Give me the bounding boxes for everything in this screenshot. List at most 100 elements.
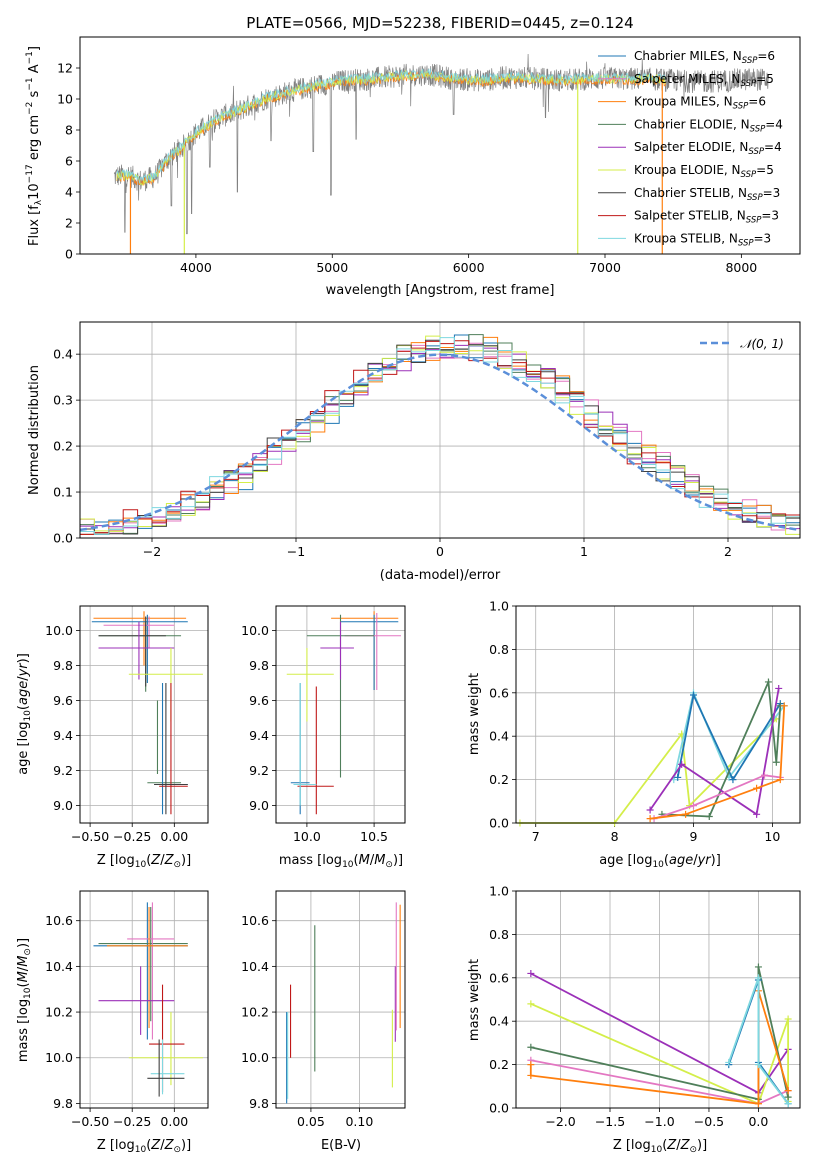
zw-point-marker: [527, 1071, 535, 1079]
agew-point-marker: [646, 815, 654, 823]
zw-point-marker: [784, 1093, 792, 1101]
histogram-xtick-label: −2: [143, 544, 161, 559]
massage-ytick-label: 9.6: [249, 693, 269, 708]
spectrum-ytick-label: 8: [65, 123, 73, 138]
histogram-ytick-label: 0.3: [53, 393, 73, 408]
ebv-xtick-label: 0.05: [297, 1114, 325, 1129]
spectrum-ytick-label: 2: [65, 216, 73, 231]
zage-ytick-label: 10.0: [45, 623, 73, 638]
spectrum-title: PLATE=0566, MJD=52238, FIBERID=0445, z=0…: [246, 14, 633, 32]
spectrum-frame: [79, 36, 801, 255]
zw-point-marker: [784, 1087, 792, 1095]
zmass-xlabel: Z [log10(Z/Z⊙)]: [97, 1138, 191, 1155]
agew-xtick-label: 8: [611, 829, 619, 844]
legend-entry-label: Chabrier MILES, NSSP=6: [634, 49, 775, 66]
zw-point-marker: [725, 1058, 733, 1066]
spectrum-panel: 4000 5000 6000 7000 8000 0 2 4 6 8 10 12: [57, 36, 801, 275]
spectrum-xtick-label: 4000: [180, 260, 212, 275]
zw-ytick-label: 1.0: [489, 884, 509, 899]
zw-point-marker: [527, 1000, 535, 1008]
agew-series-line: [653, 774, 781, 820]
zw-series-line: [727, 977, 789, 1105]
zw-xtick-label: −1.0: [644, 1114, 674, 1129]
zmass-ytick-label: 9.8: [53, 1096, 73, 1111]
z-mass-weight-panel: −2.0 −1.5 −1.0 −0.5 0.0 0.0 0.2 0.4 0.6 0.8 1.0: [489, 884, 801, 1129]
zw-ytick-label: 0.4: [489, 1014, 509, 1029]
agew-point-marker: [753, 784, 761, 792]
zmass-ytick-label: 10.0: [45, 1050, 73, 1065]
legend-entry-label: Salpeter MILES, NSSP=5: [634, 72, 774, 89]
legend-entry-label: Salpeter ELODIE, NSSP=4: [634, 140, 782, 157]
legend-entry-label: Chabrier ELODIE, NSSP=4: [634, 117, 783, 134]
zw-xlabel: Z [log10(Z/Z⊙)]: [613, 1138, 707, 1155]
spectrum-ytick-label: 10: [57, 92, 73, 107]
zmass-xtick-label: −0.25: [113, 1114, 151, 1129]
agew-point-marker: [780, 702, 788, 710]
histogram-xtick-label: 1: [580, 544, 588, 559]
agew-point-marker: [674, 773, 682, 781]
agew-point-marker: [729, 776, 737, 784]
legend-entry-label: Kroupa STELIB, NSSP=3: [634, 231, 771, 248]
agew-point-marker: [646, 806, 654, 814]
zage-ytick-label: 9.8: [53, 658, 73, 673]
spectrum-legend: Chabrier MILES, NSSP=6 Salpeter MILES, NS…: [598, 49, 783, 248]
agew-point-marker: [690, 691, 697, 699]
legend-entry-label: Salpeter STELIB, NSSP=3: [634, 209, 779, 226]
age-mass-weight-panel: 7 8 9 10 0.0 0.2 0.4 0.6 0.8 1.0: [489, 599, 801, 844]
zw-point-marker: [754, 1100, 762, 1108]
agew-series-line: [661, 678, 782, 818]
histogram-frame: [79, 321, 801, 539]
zw-ytick-label: 0.0: [489, 1101, 509, 1116]
zage-ytick-label: 9.0: [53, 798, 73, 813]
normal-legend-label: 𝒩(0, 1): [740, 337, 784, 351]
spectrum-xlabel: wavelength [Angstrom, rest frame]: [326, 283, 555, 298]
histogram-xtick-label: 2: [724, 544, 732, 559]
histogram-ytick-label: 0.2: [53, 439, 73, 454]
zage-xtick-label: 0.00: [160, 829, 188, 844]
zage-xtick-label: −0.25: [113, 829, 151, 844]
massage-xtick-label: 10.5: [360, 829, 388, 844]
massage-ytick-label: 9.4: [249, 728, 269, 743]
zage-ytick-label: 9.4: [53, 728, 73, 743]
histogram-xlabel: (data-model)/error: [380, 568, 501, 583]
agew-ytick-label: 0.8: [489, 642, 509, 657]
histogram-ylabel: Normed distribution: [27, 365, 42, 495]
histogram-xtick-label: 0: [436, 544, 444, 559]
zw-ylabel: mass weight: [467, 959, 482, 1041]
zmass-ytick-label: 10.2: [45, 1005, 73, 1020]
agew-point-marker: [761, 771, 768, 779]
zmass-ylabel: mass [log10(M/M⊙)]: [16, 938, 33, 1062]
histogram-series-step: [79, 337, 800, 538]
zmass-frame: [79, 890, 209, 1109]
z-vs-mass-panel: −0.50 −0.25 0.00 9.8 10.0 10.2 10.4 10.6: [45, 890, 209, 1129]
model-spectrum-line: [116, 68, 667, 184]
zw-xtick-label: −0.5: [694, 1114, 724, 1129]
agew-ytick-label: 0.2: [489, 772, 509, 787]
agew-ytick-label: 1.0: [489, 599, 509, 614]
massage-frame: [275, 605, 406, 824]
agew-frame: [515, 605, 801, 824]
agew-point-marker: [772, 758, 780, 766]
zw-ytick-label: 0.2: [489, 1057, 509, 1072]
zw-point-marker: [754, 963, 762, 971]
zmass-xtick-label: −0.50: [71, 1114, 109, 1129]
spectrum-xtick-label: 7000: [589, 260, 621, 275]
zw-ytick-label: 0.6: [489, 970, 509, 985]
zmass-ytick-label: 10.4: [45, 959, 73, 974]
agew-point-marker: [690, 802, 697, 810]
legend-entry-label: Chabrier STELIB, NSSP=3: [634, 186, 780, 203]
ebv-ytick-label: 9.8: [249, 1096, 269, 1111]
spectrum-xtick-label: 5000: [316, 260, 348, 275]
agew-xtick-label: 10: [764, 829, 780, 844]
zmass-xtick-label: 0.00: [160, 1114, 188, 1129]
spectrum-xtick-label: 8000: [725, 260, 757, 275]
zage-ylabel: age [log10(age/yr)]: [16, 653, 33, 775]
agew-point-marker: [753, 810, 761, 818]
zw-point-marker: [527, 1043, 535, 1051]
zage-ytick-label: 9.2: [53, 763, 73, 778]
zw-xtick-label: −2.0: [545, 1114, 575, 1129]
ebv-vs-mass-panel: 0.05 0.10 9.8 10.0 10.2 10.4 10.6: [241, 890, 406, 1129]
zage-ytick-label: 9.6: [53, 693, 73, 708]
ebv-ytick-label: 10.6: [241, 913, 269, 928]
